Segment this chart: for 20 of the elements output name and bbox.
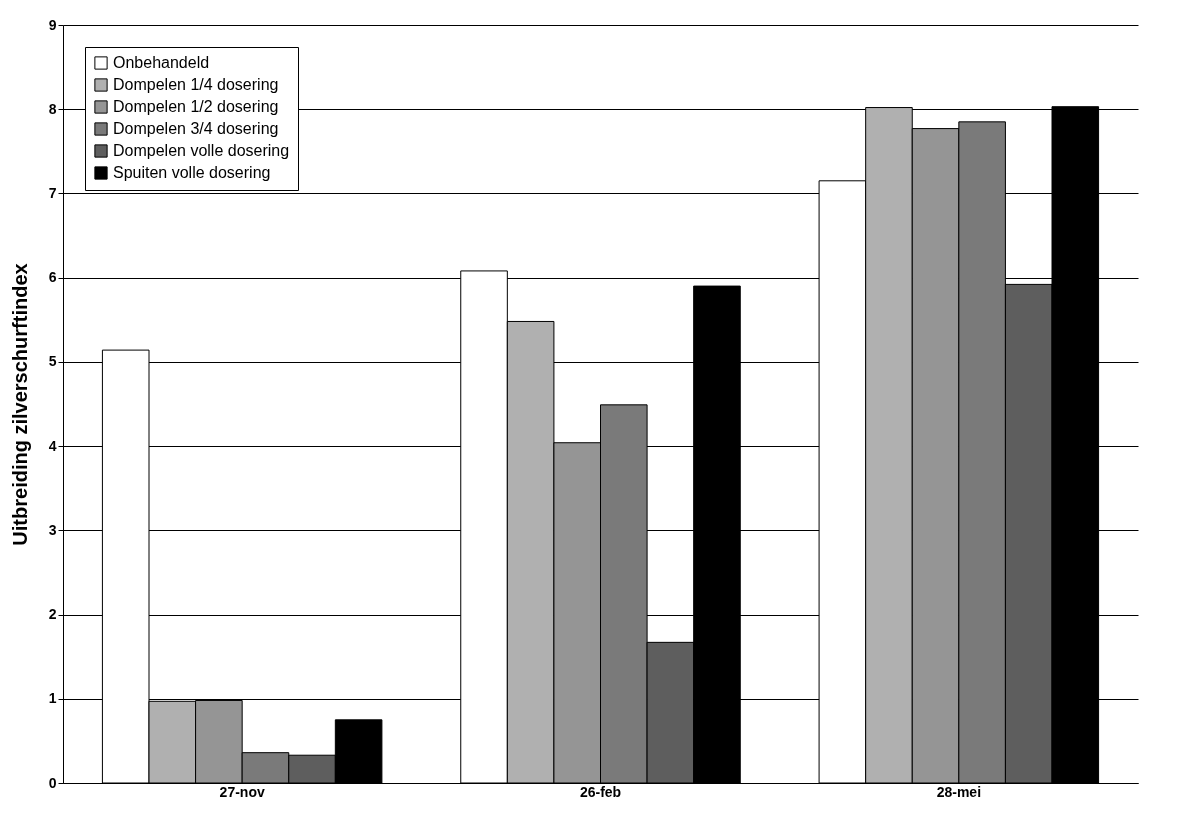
legend-label: Onbehandeld (113, 54, 210, 71)
x-tick-label: 27-nov (219, 783, 265, 800)
y-tick-label: 2 (48, 606, 57, 623)
y-tick-label: 1 (48, 690, 57, 707)
y-tick-label: 5 (48, 353, 57, 370)
legend-label: Dompelen 1/2 dosering (113, 98, 279, 115)
y-tick-label: 3 (48, 521, 57, 538)
legend-label: Dompelen 3/4 dosering (113, 120, 279, 137)
x-tick-label: 26-feb (579, 783, 622, 800)
y-tick-label: 4 (48, 437, 57, 454)
y-tick-label: 9 (48, 16, 57, 33)
y-tick-label: 8 (48, 100, 57, 117)
y-tick-label: 7 (48, 184, 57, 201)
legend-label: Dompelen volle dosering (113, 142, 290, 159)
y-tick-label: 0 (48, 774, 57, 791)
y-axis-title: Uitbreiding zilverschurftindex (8, 263, 31, 546)
x-tick-label: 28-mei (936, 783, 982, 800)
legend-label: Spuiten volle dosering (113, 164, 271, 181)
legend-label: Dompelen 1/4 dosering (113, 76, 279, 93)
y-tick-label: 6 (48, 269, 57, 286)
